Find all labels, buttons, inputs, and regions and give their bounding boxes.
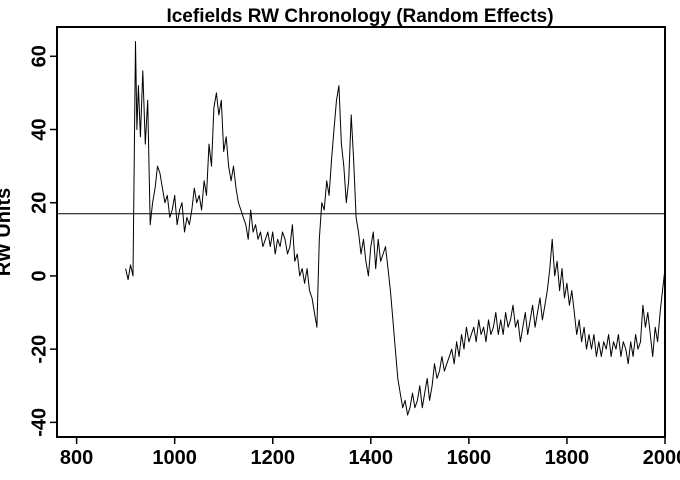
- plot-border: [56, 26, 666, 438]
- series-line: [125, 41, 666, 416]
- chart-title: Icefields RW Chronology (Random Effects): [166, 6, 553, 27]
- x-tick-label: 1400: [349, 447, 394, 469]
- x-axis: 800 1000 1200 1400 1600 1800 2000: [60, 437, 680, 469]
- y-tick-label: 20: [28, 192, 50, 214]
- x-tick-label: 2000: [643, 447, 680, 469]
- x-tick-label: 1000: [152, 447, 197, 469]
- y-tick-label: 0: [28, 270, 50, 281]
- x-tick-label: 800: [60, 447, 93, 469]
- y-tick-label: -40: [28, 408, 50, 437]
- y-tick-label: 60: [28, 45, 50, 67]
- x-tick-label: 1800: [545, 447, 590, 469]
- y-axis: -40 -20 0 20 40 60: [28, 45, 57, 437]
- y-axis-label: RW Units: [0, 188, 15, 277]
- series-group: [57, 41, 666, 416]
- y-tick-label: 40: [28, 118, 50, 140]
- x-tick-label: 1200: [250, 447, 295, 469]
- plot-area: [56, 26, 666, 438]
- y-tick-label: -20: [28, 335, 50, 364]
- x-tick-label: 1600: [447, 447, 492, 469]
